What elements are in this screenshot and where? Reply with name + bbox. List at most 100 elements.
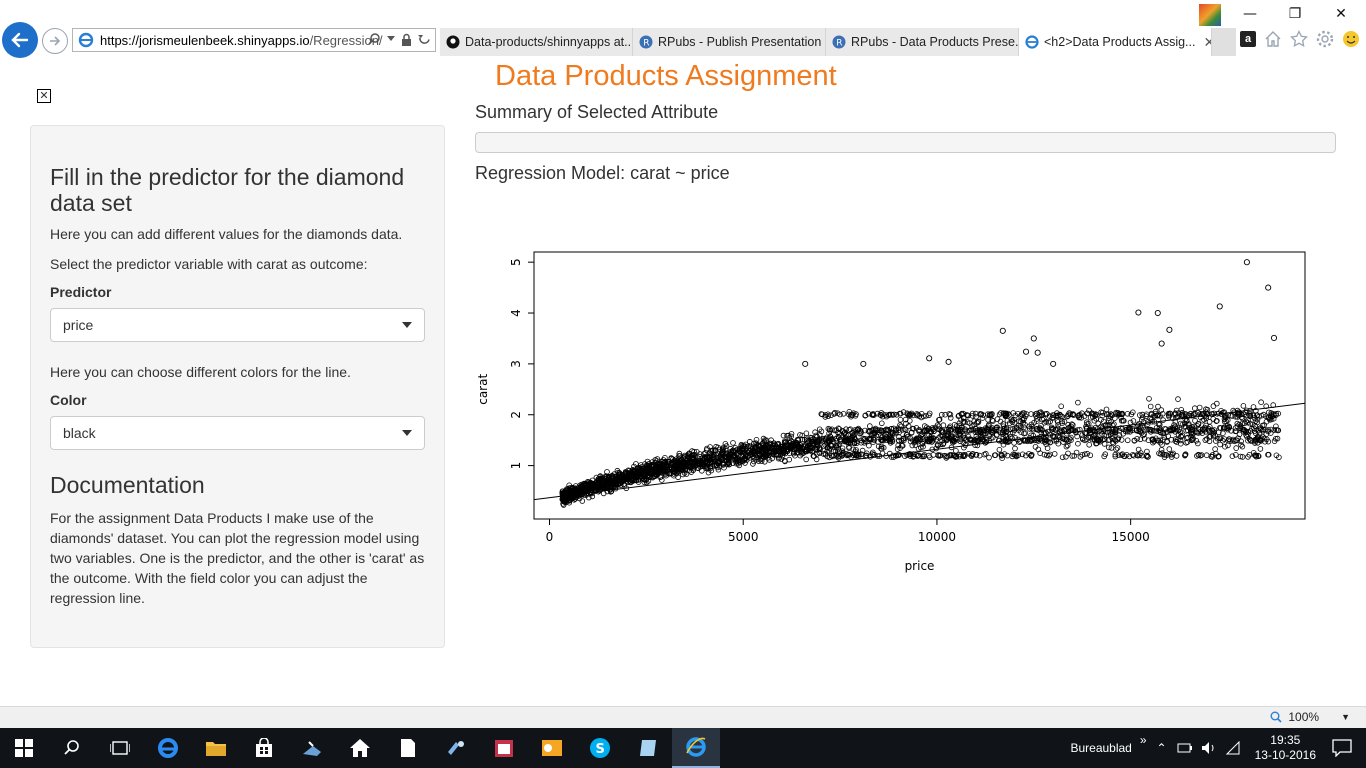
taskbar-app-red[interactable]	[480, 728, 528, 768]
color-value: black	[63, 425, 96, 441]
data-point	[1041, 436, 1048, 443]
desktop-toolbar-label[interactable]: Bureaublad	[1070, 741, 1132, 755]
taskbar-app-blue[interactable]	[432, 728, 480, 768]
forward-button[interactable]	[42, 28, 68, 54]
tab-active-data-products[interactable]: <h2>Data Products Assig... ✕	[1019, 28, 1212, 56]
data-point	[803, 430, 810, 437]
taskbar-internet-explorer[interactable]	[672, 728, 720, 768]
taskbar-outlook[interactable]	[528, 728, 576, 768]
data-point	[814, 434, 820, 440]
address-bar[interactable]: https://jorismeulenbeek.shinyapps.io/Reg…	[72, 28, 436, 52]
smiley-feedback-icon[interactable]	[1342, 30, 1360, 48]
data-point	[1000, 421, 1006, 427]
broken-image-icon: ✕	[37, 89, 51, 103]
data-point	[1225, 437, 1231, 444]
data-point	[1210, 403, 1217, 409]
data-point	[1199, 417, 1206, 424]
data-point	[1063, 454, 1069, 460]
data-point	[995, 437, 1002, 444]
color-select[interactable]: black	[50, 416, 425, 450]
gear-icon[interactable]	[1316, 30, 1334, 48]
data-point	[1239, 420, 1246, 427]
data-point	[1240, 403, 1247, 409]
data-point	[939, 432, 946, 439]
tab-github[interactable]: Data-products/shinnyapps at...	[440, 28, 633, 56]
data-point	[1220, 430, 1226, 437]
lock-icon[interactable]	[401, 33, 412, 46]
new-tab-button[interactable]	[1212, 28, 1236, 56]
volume-icon[interactable]	[1201, 741, 1217, 755]
data-point	[964, 412, 971, 419]
chevron-double-right-icon[interactable]: »	[1139, 733, 1147, 747]
clock[interactable]: 19:35 13-10-2016	[1255, 733, 1316, 763]
taskbar-document[interactable]	[384, 728, 432, 768]
data-point	[828, 453, 835, 459]
shiny-app: Data Products Assignment ✕ Fill in the p…	[0, 56, 1366, 706]
favorites-star-icon[interactable]	[1290, 30, 1308, 48]
data-point	[1209, 427, 1215, 433]
wifi-icon[interactable]	[1225, 741, 1241, 755]
data-point	[605, 479, 611, 486]
search-button[interactable]	[48, 728, 96, 768]
data-point	[1082, 437, 1088, 444]
taskbar-app-notes[interactable]	[624, 728, 672, 768]
data-point	[928, 439, 935, 445]
refresh-icon[interactable]	[418, 33, 431, 46]
data-point	[1212, 446, 1218, 452]
taskbar-edge[interactable]	[144, 728, 192, 768]
search-icon[interactable]	[367, 32, 381, 46]
data-point	[880, 411, 886, 418]
data-point	[1253, 453, 1259, 460]
taskbar-store[interactable]	[240, 728, 288, 768]
data-point	[1105, 411, 1112, 418]
start-button[interactable]	[0, 728, 48, 768]
data-point	[902, 416, 909, 423]
minimize-button[interactable]: —	[1243, 6, 1257, 22]
zoom-control[interactable]: 100% ▼	[1270, 710, 1350, 724]
amazon-icon[interactable]: a	[1240, 31, 1256, 47]
home-icon[interactable]	[1264, 30, 1282, 48]
data-point	[1018, 411, 1025, 418]
data-point	[1026, 423, 1032, 430]
data-point	[1199, 426, 1206, 433]
data-point	[757, 449, 764, 455]
data-point	[1159, 450, 1165, 456]
close-tab-icon[interactable]: ✕	[1203, 34, 1211, 51]
data-point	[1156, 450, 1162, 457]
data-point	[667, 464, 674, 471]
data-point	[933, 445, 940, 452]
data-point	[953, 448, 959, 454]
data-point	[1247, 428, 1254, 434]
taskbar-home[interactable]	[336, 728, 384, 768]
data-point	[797, 432, 803, 438]
tab-rpubs-data-products[interactable]: R RPubs - Data Products Prese...	[826, 28, 1019, 56]
restore-button[interactable]: ❐	[1288, 6, 1302, 22]
data-point	[868, 436, 874, 443]
zoom-icon	[1270, 711, 1282, 723]
close-window-button[interactable]: ✕	[1335, 6, 1347, 22]
data-point	[1232, 428, 1239, 435]
x-tick-label: 0	[546, 530, 554, 544]
task-view-button[interactable]	[96, 728, 144, 768]
notifications-icon[interactable]	[1332, 739, 1352, 757]
tab-rpubs-publish[interactable]: R RPubs - Publish Presentation	[633, 28, 826, 56]
taskbar-app-tool[interactable]	[288, 728, 336, 768]
data-point	[941, 452, 948, 459]
svg-text:R: R	[836, 39, 842, 49]
data-point	[946, 435, 953, 442]
data-point	[1095, 420, 1101, 427]
data-point	[1066, 410, 1073, 416]
predictor-select[interactable]: price	[50, 308, 425, 342]
clock-time: 19:35	[1270, 733, 1301, 747]
taskbar-skype[interactable]: S	[576, 728, 624, 768]
battery-icon[interactable]	[1177, 742, 1193, 754]
data-point	[1135, 309, 1142, 316]
dropdown-icon[interactable]	[387, 36, 395, 42]
data-point	[1209, 454, 1215, 460]
data-point	[1053, 412, 1059, 419]
taskbar-file-explorer[interactable]	[192, 728, 240, 768]
data-point	[980, 427, 987, 434]
data-point	[843, 437, 850, 444]
back-button[interactable]	[2, 22, 38, 58]
chevron-up-icon[interactable]: ⌃	[1156, 741, 1167, 755]
